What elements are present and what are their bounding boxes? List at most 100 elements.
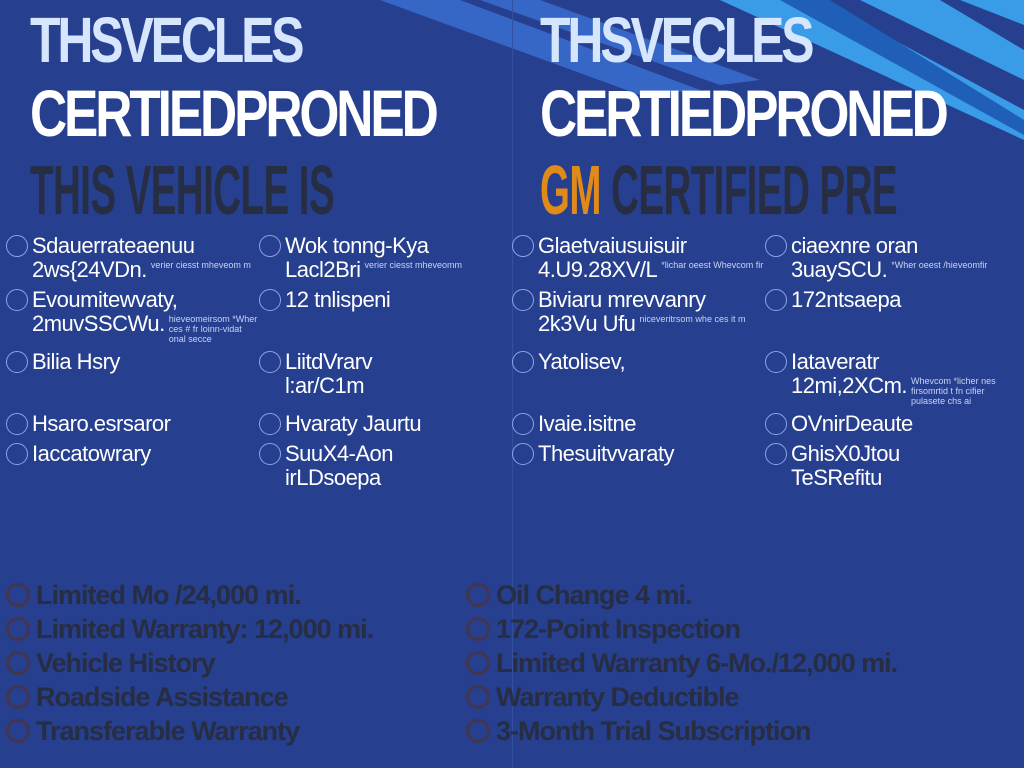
ghost-item: Vehicle History bbox=[36, 648, 216, 678]
feature-cell: Ivaie.isitne bbox=[512, 412, 765, 436]
feature-item: GhisX0Jtou TeSRefitu bbox=[791, 441, 900, 490]
ghost-headline-line1: THIS VEHICLE IS bbox=[30, 151, 335, 229]
ghost-circle-icon bbox=[6, 685, 30, 709]
check-circle-icon bbox=[765, 289, 787, 311]
feature-item: 172ntsaepa bbox=[791, 287, 902, 312]
feature-cell: 172ntsaepa bbox=[765, 288, 1018, 344]
headline-left-line2: CERTIEDPRONED bbox=[30, 76, 439, 150]
feature-item: OVnirDeaute bbox=[791, 411, 913, 436]
feature-item: Bilia Hsry bbox=[32, 349, 120, 374]
ghost-item: 3-Month Trial Subscription bbox=[496, 716, 812, 746]
headline-right-line2: CERTIEDPRONED bbox=[540, 76, 949, 150]
feature-cell: Iataveratr 12mi,2XCm. Whevcom *licher nes … bbox=[765, 350, 1018, 406]
feature-cell: Sdauerrateaenuu 2ws{24VDn. verier ciesst m… bbox=[6, 234, 259, 282]
feature-cell: SuuX4-Aon irLDsoepa bbox=[259, 442, 512, 490]
ghost-circle-icon bbox=[6, 651, 30, 675]
check-circle-icon bbox=[6, 443, 28, 465]
feature-cell: Glaetvaiusuisuir 4.U9.28XV/L *lichar oeest… bbox=[512, 234, 765, 282]
ghost-cell: Vehicle History bbox=[6, 646, 466, 680]
feature-cell: Biviaru mrevvanry 2k3Vu Ufu niceveritrsom … bbox=[512, 288, 765, 344]
feature-item: Yatolisev, bbox=[538, 349, 626, 374]
check-circle-icon bbox=[765, 235, 787, 257]
feature-cell: Thesuitvvaraty bbox=[512, 442, 765, 490]
feature-cell: Bilia Hsry bbox=[6, 350, 259, 406]
ghost-circle-icon bbox=[466, 719, 490, 743]
ghost-cell: Limited Warranty 6-Mo./12,000 mi. bbox=[466, 646, 1018, 680]
check-circle-icon bbox=[259, 413, 281, 435]
ghost-item: Warranty Deductible bbox=[496, 682, 740, 712]
feature-item: Biviaru mrevvanry 2k3Vu Ufu niceveritrsom … bbox=[538, 287, 746, 336]
ghost-item: Oil Change 4 mi. bbox=[496, 580, 693, 610]
check-circle-icon bbox=[259, 289, 281, 311]
check-circle-icon bbox=[765, 351, 787, 373]
feature-item: Evoumitewvaty, 2muvSSCWu. hieveomeirsom *W… bbox=[32, 287, 258, 345]
check-circle-icon bbox=[512, 413, 534, 435]
ghost-item: Transferable Warranty bbox=[36, 716, 300, 746]
ghost-cell: Oil Change 4 mi. bbox=[466, 578, 1018, 612]
ghost-cell: 3-Month Trial Subscription bbox=[466, 714, 1018, 748]
check-circle-icon bbox=[6, 413, 28, 435]
feature-cell: LiitdVrarv l:ar/C1m bbox=[259, 350, 512, 406]
ghost-circle-icon bbox=[6, 719, 30, 743]
decorative-stripes bbox=[380, 0, 1024, 140]
feature-item: Sdauerrateaenuu 2ws{24VDn. verier ciesst m… bbox=[32, 233, 251, 282]
feature-item: Glaetvaiusuisuir 4.U9.28XV/L *lichar oeest… bbox=[538, 233, 764, 282]
feature-cell: Wok tonng-Kya Lacl2Bri verier ciesst mheve… bbox=[259, 234, 512, 282]
ghost-cell: Roadside Assistance bbox=[6, 680, 466, 714]
feature-cell: Iaccatowrary bbox=[6, 442, 259, 490]
feature-cell: 12 tnlispeni bbox=[259, 288, 512, 344]
ghost-item: Limited Mo /24,000 mi. bbox=[36, 580, 302, 610]
ghost-item: Roadside Assistance bbox=[36, 682, 289, 712]
feature-item: 12 tnlispeni bbox=[285, 287, 391, 312]
feature-item: Ivaie.isitne bbox=[538, 411, 636, 436]
check-circle-icon bbox=[259, 235, 281, 257]
headline-right-line1: THSVECLES bbox=[540, 4, 815, 76]
ghost-cell: 172-Point Inspection bbox=[466, 612, 1018, 646]
ghost-circle-icon bbox=[6, 617, 30, 641]
feature-cell: GhisX0Jtou TeSRefitu bbox=[765, 442, 1018, 490]
check-circle-icon bbox=[259, 351, 281, 373]
feature-cell: OVnirDeaute bbox=[765, 412, 1018, 436]
ghost-item: Limited Warranty 6-Mo./12,000 mi. bbox=[496, 648, 898, 678]
feature-item: Hvaraty Jaurtu bbox=[285, 411, 422, 436]
ghost-circle-icon bbox=[466, 651, 490, 675]
feature-cell: Hvaraty Jaurtu bbox=[259, 412, 512, 436]
ghost-headline-line2: GM CERTIFIED PRE bbox=[540, 155, 898, 225]
check-circle-icon bbox=[512, 235, 534, 257]
check-circle-icon bbox=[765, 413, 787, 435]
feature-item: Iataveratr 12mi,2XCm. Whevcom *licher nes … bbox=[791, 349, 996, 407]
center-divider bbox=[512, 0, 513, 768]
headline-left-line1: THSVECLES bbox=[30, 4, 305, 76]
ghost-circle-icon bbox=[466, 685, 490, 709]
check-circle-icon bbox=[6, 289, 28, 311]
check-circle-icon bbox=[512, 443, 534, 465]
gm-logo-text: GM bbox=[540, 151, 601, 229]
feature-cell: Yatolisev, bbox=[512, 350, 765, 406]
check-circle-icon bbox=[259, 443, 281, 465]
ghost-feature-list: Limited Mo /24,000 mi. Limited Warranty:… bbox=[6, 578, 1018, 748]
feature-grid: Sdauerrateaenuu 2ws{24VDn. verier ciesst m… bbox=[6, 234, 1018, 490]
ghost-cell: Warranty Deductible bbox=[466, 680, 1018, 714]
ghost-item: 172-Point Inspection bbox=[496, 614, 741, 644]
check-circle-icon bbox=[765, 443, 787, 465]
ghost-cell: Limited Warranty: 12,000 mi. bbox=[6, 612, 466, 646]
check-circle-icon bbox=[512, 351, 534, 373]
check-circle-icon bbox=[6, 235, 28, 257]
ghost-cell: Transferable Warranty bbox=[6, 714, 466, 748]
feature-item: Iaccatowrary bbox=[32, 441, 151, 466]
feature-item: SuuX4-Aon irLDsoepa bbox=[285, 441, 394, 490]
ghost-item: Limited Warranty: 12,000 mi. bbox=[36, 614, 374, 644]
feature-cell: ciaexnre oran 3uaySCU. *Wher oeest /hieveo… bbox=[765, 234, 1018, 282]
check-circle-icon bbox=[512, 289, 534, 311]
ghost-circle-icon bbox=[6, 583, 30, 607]
feature-item: ciaexnre oran 3uaySCU. *Wher oeest /hieveo… bbox=[791, 233, 988, 282]
feature-cell: Evoumitewvaty, 2muvSSCWu. hieveomeirsom *W… bbox=[6, 288, 259, 344]
ghost-cell: Limited Mo /24,000 mi. bbox=[6, 578, 466, 612]
ghost-certified-text: CERTIFIED PRE bbox=[611, 151, 897, 229]
feature-item: Thesuitvvaraty bbox=[538, 441, 675, 466]
feature-cell: Hsaro.esrsaror bbox=[6, 412, 259, 436]
feature-item: Hsaro.esrsaror bbox=[32, 411, 171, 436]
feature-item: Wok tonng-Kya Lacl2Bri verier ciesst mheve… bbox=[285, 233, 463, 282]
feature-item: LiitdVrarv l:ar/C1m bbox=[285, 349, 373, 398]
ghost-circle-icon bbox=[466, 583, 490, 607]
